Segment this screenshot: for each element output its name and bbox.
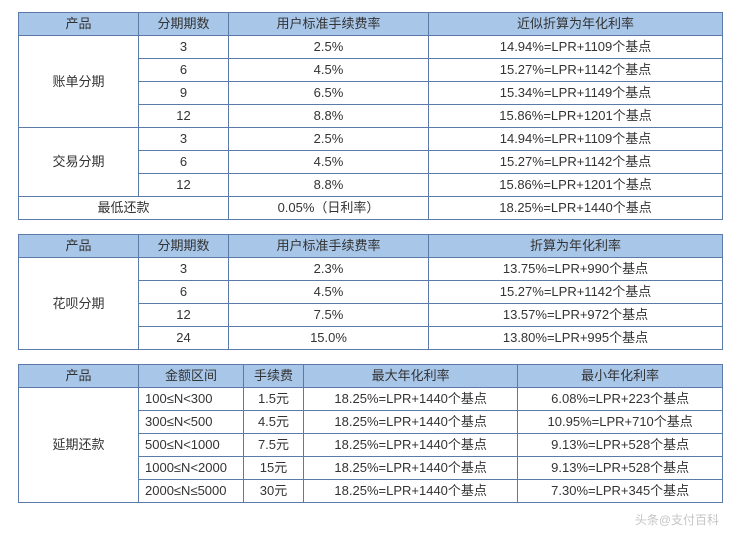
col-min-apr: 最小年化利率 <box>518 365 723 388</box>
cell-fee: 4.5元 <box>244 411 304 434</box>
cell-range: 2000≤N≤5000 <box>139 480 244 503</box>
cell-apr: 13.57%=LPR+972个基点 <box>429 304 723 327</box>
cell-max-apr: 18.25%=LPR+1440个基点 <box>304 388 518 411</box>
table-header-row: 产品 分期期数 用户标准手续费率 近似折算为年化利率 <box>19 13 723 36</box>
cell-fee: 2.5% <box>229 36 429 59</box>
cell-fee: 8.8% <box>229 174 429 197</box>
cell-range: 100≤N<300 <box>139 388 244 411</box>
cell-periods: 3 <box>139 128 229 151</box>
cell-apr: 13.75%=LPR+990个基点 <box>429 258 723 281</box>
cell-periods: 3 <box>139 36 229 59</box>
cell-max-apr: 18.25%=LPR+1440个基点 <box>304 480 518 503</box>
cell-periods: 6 <box>139 281 229 304</box>
col-max-apr: 最大年化利率 <box>304 365 518 388</box>
cell-periods: 12 <box>139 105 229 128</box>
cell-min-apr: 9.13%=LPR+528个基点 <box>518 434 723 457</box>
cell-periods: 24 <box>139 327 229 350</box>
col-fee: 用户标准手续费率 <box>229 13 429 36</box>
cell-fee: 0.05%（日利率） <box>229 197 429 220</box>
cell-max-apr: 18.25%=LPR+1440个基点 <box>304 434 518 457</box>
table-row: 花呗分期 3 2.3% 13.75%=LPR+990个基点 <box>19 258 723 281</box>
col-periods: 分期期数 <box>139 13 229 36</box>
cell-fee: 30元 <box>244 480 304 503</box>
cell-apr: 15.86%=LPR+1201个基点 <box>429 105 723 128</box>
col-product: 产品 <box>19 365 139 388</box>
cell-fee: 2.3% <box>229 258 429 281</box>
col-periods: 分期期数 <box>139 235 229 258</box>
cell-fee: 4.5% <box>229 281 429 304</box>
cell-range: 500≤N<1000 <box>139 434 244 457</box>
cell-range: 300≤N<500 <box>139 411 244 434</box>
cell-min-repay-label: 最低还款 <box>19 197 229 220</box>
col-fee: 手续费 <box>244 365 304 388</box>
col-apr: 折算为年化利率 <box>429 235 723 258</box>
cell-periods: 12 <box>139 304 229 327</box>
cell-max-apr: 18.25%=LPR+1440个基点 <box>304 411 518 434</box>
watermark: 头条@支付百科 <box>635 511 719 528</box>
cell-fee: 7.5元 <box>244 434 304 457</box>
cell-product: 花呗分期 <box>19 258 139 350</box>
col-product: 产品 <box>19 235 139 258</box>
cell-fee: 8.8% <box>229 105 429 128</box>
table-row: 账单分期 3 2.5% 14.94%=LPR+1109个基点 <box>19 36 723 59</box>
col-fee: 用户标准手续费率 <box>229 235 429 258</box>
cell-fee: 4.5% <box>229 59 429 82</box>
table-row-min-repay: 最低还款 0.05%（日利率） 18.25%=LPR+1440个基点 <box>19 197 723 220</box>
cell-min-apr: 9.13%=LPR+528个基点 <box>518 457 723 480</box>
cell-periods: 6 <box>139 151 229 174</box>
table-installments: 产品 分期期数 用户标准手续费率 近似折算为年化利率 账单分期 3 2.5% 1… <box>18 12 723 220</box>
cell-range: 1000≤N<2000 <box>139 457 244 480</box>
cell-apr: 14.94%=LPR+1109个基点 <box>429 128 723 151</box>
cell-apr: 13.80%=LPR+995个基点 <box>429 327 723 350</box>
cell-apr: 15.27%=LPR+1142个基点 <box>429 59 723 82</box>
cell-apr: 15.34%=LPR+1149个基点 <box>429 82 723 105</box>
cell-fee: 15元 <box>244 457 304 480</box>
cell-product: 延期还款 <box>19 388 139 503</box>
cell-fee: 4.5% <box>229 151 429 174</box>
cell-fee: 2.5% <box>229 128 429 151</box>
cell-periods: 6 <box>139 59 229 82</box>
cell-product: 交易分期 <box>19 128 139 197</box>
table-huabei: 产品 分期期数 用户标准手续费率 折算为年化利率 花呗分期 3 2.3% 13.… <box>18 234 723 350</box>
cell-periods: 9 <box>139 82 229 105</box>
col-range: 金额区间 <box>139 365 244 388</box>
cell-apr: 15.86%=LPR+1201个基点 <box>429 174 723 197</box>
table-header-row: 产品 分期期数 用户标准手续费率 折算为年化利率 <box>19 235 723 258</box>
cell-min-apr: 6.08%=LPR+223个基点 <box>518 388 723 411</box>
cell-periods: 3 <box>139 258 229 281</box>
cell-fee: 7.5% <box>229 304 429 327</box>
cell-fee: 6.5% <box>229 82 429 105</box>
cell-min-apr: 10.95%=LPR+710个基点 <box>518 411 723 434</box>
col-apr: 近似折算为年化利率 <box>429 13 723 36</box>
cell-min-apr: 7.30%=LPR+345个基点 <box>518 480 723 503</box>
table-header-row: 产品 金额区间 手续费 最大年化利率 最小年化利率 <box>19 365 723 388</box>
cell-product: 账单分期 <box>19 36 139 128</box>
cell-apr: 18.25%=LPR+1440个基点 <box>429 197 723 220</box>
cell-fee: 15.0% <box>229 327 429 350</box>
table-row: 延期还款 100≤N<300 1.5元 18.25%=LPR+1440个基点 6… <box>19 388 723 411</box>
cell-max-apr: 18.25%=LPR+1440个基点 <box>304 457 518 480</box>
cell-apr: 15.27%=LPR+1142个基点 <box>429 281 723 304</box>
cell-periods: 12 <box>139 174 229 197</box>
table-deferred: 产品 金额区间 手续费 最大年化利率 最小年化利率 延期还款 100≤N<300… <box>18 364 723 503</box>
cell-fee: 1.5元 <box>244 388 304 411</box>
col-product: 产品 <box>19 13 139 36</box>
table-row: 交易分期 3 2.5% 14.94%=LPR+1109个基点 <box>19 128 723 151</box>
cell-apr: 14.94%=LPR+1109个基点 <box>429 36 723 59</box>
cell-apr: 15.27%=LPR+1142个基点 <box>429 151 723 174</box>
